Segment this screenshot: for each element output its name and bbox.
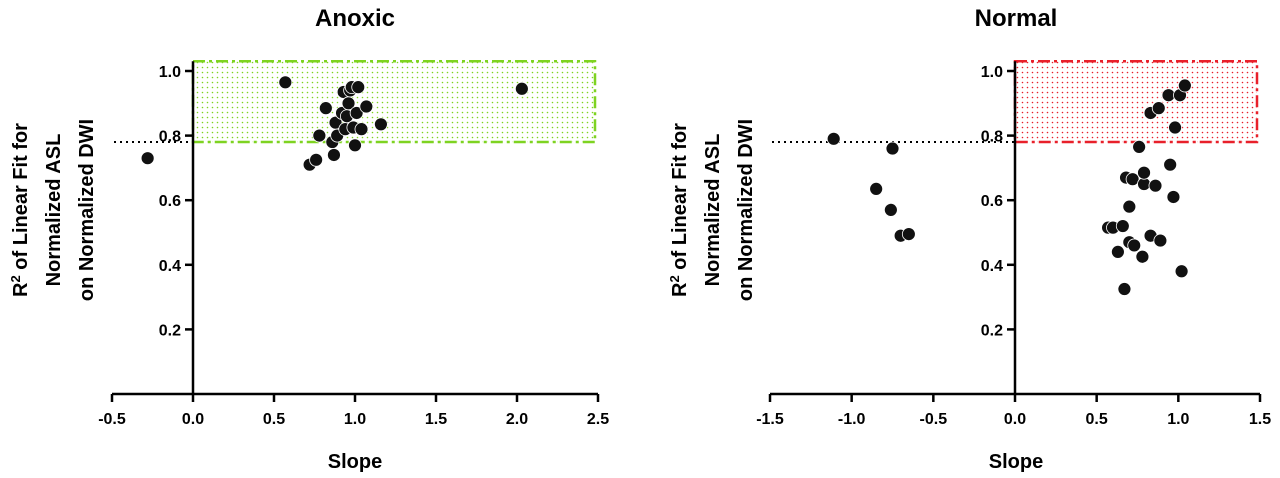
data-point <box>1132 140 1147 154</box>
data-point <box>318 101 333 116</box>
y-axis-label-r: R <box>10 282 32 297</box>
y-tick-label: 0.6 <box>159 193 181 210</box>
data-point <box>348 138 362 153</box>
data-point <box>1153 233 1168 248</box>
data-point <box>309 152 324 167</box>
chart-title: Normal <box>975 5 1058 32</box>
x-axis-label: Slope <box>989 451 1043 473</box>
y-tick-label: 0.2 <box>981 322 1003 339</box>
y-axis-label-sup: 2 <box>8 275 23 282</box>
x-tick-label: 0.0 <box>182 411 204 428</box>
x-tick-label: 2.0 <box>506 411 528 428</box>
chart-panel-1: Anoxic -0.5 0.0 0.5 1.0 1.5 2.0 2.5 0.2 0.4 0.6 0.8… <box>8 5 610 473</box>
y-tick-label: 0.4 <box>981 258 1003 275</box>
data-point <box>349 106 364 120</box>
x-tick-label: 1.0 <box>1167 411 1189 428</box>
x-tick-label: -1.5 <box>756 411 784 428</box>
x-tick-label: 0.5 <box>263 411 285 428</box>
data-point <box>869 181 884 196</box>
x-tick-label: 0.0 <box>1004 411 1026 428</box>
data-point <box>1135 249 1150 264</box>
y-tick-label: 1.0 <box>981 64 1003 81</box>
data-point <box>351 80 366 95</box>
threshold-region <box>191 60 597 144</box>
y-axis-label-line1: R2 of Linear Fit for <box>8 123 33 297</box>
data-point <box>140 151 155 166</box>
x-tick-label: 0.5 <box>1086 411 1108 428</box>
data-point <box>1174 264 1189 279</box>
data-point <box>826 131 841 146</box>
data-point <box>1122 199 1137 214</box>
threshold-region <box>1013 60 1259 144</box>
data-point <box>1151 101 1166 116</box>
data-point <box>354 122 369 137</box>
data-point <box>1148 178 1163 193</box>
x-tick-label: -1.0 <box>838 411 866 428</box>
data-point <box>1117 282 1132 296</box>
data-point <box>312 128 327 143</box>
y-axis-label-line3: on Normalized DWI <box>76 119 98 301</box>
y-tick-label: 0.8 <box>981 129 1003 146</box>
data-point <box>1166 190 1181 204</box>
data-point <box>1125 172 1140 187</box>
data-point <box>1137 165 1151 180</box>
x-tick-label: -0.5 <box>920 411 948 428</box>
data-point <box>1127 238 1142 253</box>
data-point <box>1115 219 1130 233</box>
x-tick-label: 2.5 <box>587 411 609 428</box>
data-point <box>885 141 900 156</box>
y-tick-label: 0.2 <box>159 322 181 339</box>
y-tick-label: 0.6 <box>981 193 1003 210</box>
data-point <box>1163 157 1178 172</box>
y-tick-label: 1.0 <box>159 64 181 81</box>
y-axis-label-line2: Normalized ASL <box>702 134 724 287</box>
data-point <box>514 81 529 96</box>
y-axis-label-line2: Normalized ASL <box>43 134 65 287</box>
y-axis-label-line1: R2 of Linear Fit for <box>667 123 692 297</box>
data-point <box>1177 78 1192 93</box>
x-axis-label: Slope <box>328 451 382 473</box>
data-point <box>883 202 898 217</box>
data-point <box>359 99 374 114</box>
y-axis-label-rest: of Linear Fit for <box>669 123 691 275</box>
data-point <box>1168 120 1182 135</box>
y-axis-label-line3: on Normalized DWI <box>735 119 757 301</box>
y-tick-label: 0.4 <box>159 258 181 275</box>
data-point <box>1111 244 1125 259</box>
x-tick-label: 1.5 <box>425 411 447 428</box>
data-point <box>374 117 388 132</box>
data-point <box>327 148 341 162</box>
chart-panel-2: Normal -1.5 -1.0 -0.5 0.0 0.5 1.0 1.5 0.2 0.4 0.6 0… <box>667 5 1272 473</box>
y-axis-label-sup: 2 <box>667 275 682 282</box>
chart-title: Anoxic <box>315 5 395 32</box>
y-axis-label-rest: of Linear Fit for <box>10 123 32 275</box>
x-tick-label: 1.5 <box>1249 411 1271 428</box>
data-point <box>278 75 293 90</box>
y-tick-label: 0.8 <box>159 129 181 146</box>
x-tick-label: -0.5 <box>98 411 126 428</box>
data-point <box>901 227 916 242</box>
y-axis-label-r: R <box>669 282 691 297</box>
x-tick-label: 1.0 <box>344 411 366 428</box>
